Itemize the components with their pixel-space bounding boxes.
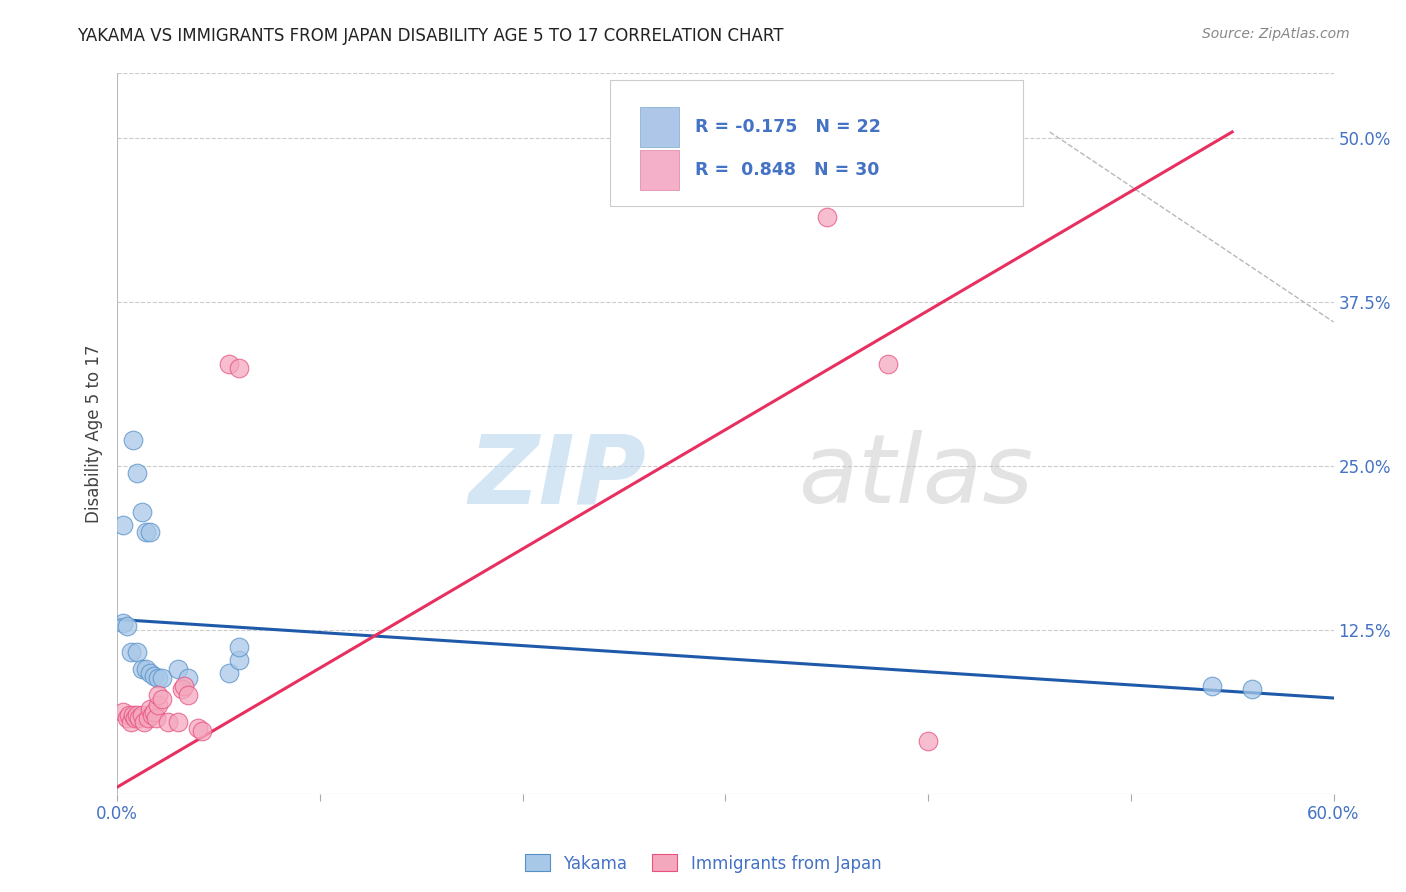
Point bbox=[128, 711, 150, 725]
Point bbox=[142, 669, 165, 683]
Point bbox=[118, 708, 141, 723]
Bar bbox=[640, 107, 679, 147]
Point bbox=[138, 701, 160, 715]
Point bbox=[150, 671, 173, 685]
Point bbox=[156, 714, 179, 729]
Point bbox=[135, 524, 157, 539]
Point bbox=[177, 671, 200, 685]
Point bbox=[127, 708, 149, 723]
Point bbox=[112, 616, 135, 631]
Point bbox=[218, 666, 240, 681]
Point bbox=[187, 721, 209, 735]
Point bbox=[131, 708, 153, 723]
Point bbox=[131, 662, 153, 676]
Text: Source: ZipAtlas.com: Source: ZipAtlas.com bbox=[1202, 27, 1350, 41]
Point bbox=[167, 714, 190, 729]
Point bbox=[117, 619, 139, 633]
Point bbox=[177, 689, 200, 703]
Bar bbox=[640, 151, 679, 190]
Text: atlas: atlas bbox=[799, 430, 1033, 523]
Point bbox=[120, 714, 142, 729]
Point bbox=[1201, 679, 1223, 693]
Point bbox=[138, 666, 160, 681]
Point bbox=[167, 662, 190, 676]
Point bbox=[1241, 681, 1264, 696]
Point bbox=[146, 698, 169, 712]
Point bbox=[170, 681, 193, 696]
Point bbox=[228, 640, 250, 654]
Point bbox=[228, 360, 250, 375]
Point bbox=[124, 711, 146, 725]
Point bbox=[142, 706, 165, 720]
Point bbox=[917, 734, 939, 748]
Point bbox=[150, 692, 173, 706]
Point bbox=[815, 210, 838, 224]
Point bbox=[122, 708, 145, 723]
Text: R =  0.848   N = 30: R = 0.848 N = 30 bbox=[695, 161, 879, 179]
Text: YAKAMA VS IMMIGRANTS FROM JAPAN DISABILITY AGE 5 TO 17 CORRELATION CHART: YAKAMA VS IMMIGRANTS FROM JAPAN DISABILI… bbox=[77, 27, 783, 45]
Point bbox=[127, 645, 149, 659]
Point bbox=[228, 653, 250, 667]
Point bbox=[132, 714, 155, 729]
Point bbox=[131, 505, 153, 519]
Y-axis label: Disability Age 5 to 17: Disability Age 5 to 17 bbox=[86, 344, 103, 523]
FancyBboxPatch shape bbox=[610, 80, 1024, 206]
Point bbox=[141, 708, 163, 723]
Point bbox=[112, 518, 135, 533]
Point bbox=[127, 466, 149, 480]
Point bbox=[146, 689, 169, 703]
Point bbox=[146, 671, 169, 685]
Text: R = -0.175   N = 22: R = -0.175 N = 22 bbox=[695, 118, 880, 136]
Point bbox=[117, 711, 139, 725]
Point bbox=[135, 662, 157, 676]
Point bbox=[145, 711, 167, 725]
Point bbox=[138, 524, 160, 539]
Legend: Yakama, Immigrants from Japan: Yakama, Immigrants from Japan bbox=[519, 847, 887, 880]
Point bbox=[191, 723, 214, 738]
Point bbox=[120, 645, 142, 659]
Text: ZIP: ZIP bbox=[468, 430, 647, 523]
Point bbox=[876, 357, 898, 371]
Point bbox=[112, 706, 135, 720]
Point bbox=[122, 433, 145, 447]
Point bbox=[173, 679, 195, 693]
Point bbox=[136, 711, 159, 725]
Point bbox=[218, 357, 240, 371]
